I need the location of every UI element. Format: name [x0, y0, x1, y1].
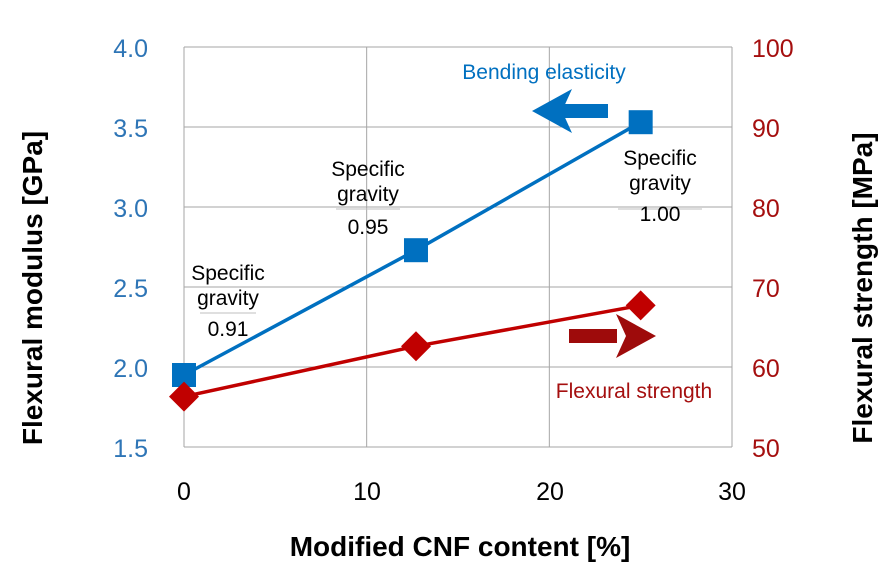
left-axis-title: Flexural modulus [GPa] — [17, 131, 48, 445]
right-tick-label: 100 — [752, 35, 794, 63]
x-axis-title: Modified CNF content [%] — [290, 531, 631, 562]
right-tick-label: 70 — [752, 275, 780, 303]
left-tick-label: 4.0 — [113, 35, 148, 63]
right-tick-label: 90 — [752, 115, 780, 143]
x-tick-label: 20 — [536, 478, 564, 506]
right-tick-label: 80 — [752, 195, 780, 223]
annotation-line: gravity — [629, 172, 691, 195]
annotation-line: gravity — [197, 287, 259, 310]
data-point-square — [628, 110, 653, 135]
left-tick-label: 1.5 — [113, 435, 148, 463]
right-tick-label: 60 — [752, 355, 780, 383]
annotation-sg-2: Specific gravity 1.00 — [618, 147, 702, 226]
right-tick-label: 50 — [752, 435, 780, 463]
left-tick-label: 3.0 — [113, 195, 148, 223]
annotation-line: Specific — [331, 158, 405, 181]
annotation-line: Specific — [623, 147, 697, 170]
left-tick-label: 3.5 — [113, 115, 148, 143]
annotation-sg-0: Specific gravity 0.91 — [191, 262, 265, 341]
annotation-line: Specific — [191, 262, 265, 285]
data-point-diamond — [400, 331, 431, 362]
x-tick-label: 30 — [718, 478, 746, 506]
arrow-left-icon — [532, 89, 608, 133]
x-tick-label: 0 — [177, 478, 191, 506]
x-axis-ticks: 0 10 20 30 — [177, 478, 746, 506]
data-point-diamond — [625, 290, 656, 321]
series-label-bending: Bending elasticity — [462, 61, 626, 84]
right-axis-ticks: 50 60 70 80 90 100 — [752, 35, 794, 463]
annotation-line: gravity — [337, 183, 399, 206]
series-markers — [169, 110, 656, 412]
data-point-diamond — [169, 381, 199, 412]
right-axis-title: Flexural strength [MPa] — [847, 132, 878, 443]
left-tick-label: 2.5 — [113, 275, 148, 303]
annotation-value: 1.00 — [640, 203, 681, 226]
series-label-flexural: Flexural strength — [556, 380, 712, 403]
annotation-value: 0.91 — [208, 318, 249, 341]
arrow-right-icon — [569, 314, 656, 358]
left-tick-label: 2.0 — [113, 355, 148, 383]
annotation-sg-1: Specific gravity 0.95 — [331, 158, 405, 239]
x-tick-label: 10 — [353, 478, 381, 506]
grid — [183, 46, 733, 448]
data-point-square — [403, 238, 428, 263]
annotation-value: 0.95 — [348, 216, 389, 239]
left-axis-ticks: 1.5 2.0 2.5 3.0 3.5 4.0 — [113, 35, 148, 463]
